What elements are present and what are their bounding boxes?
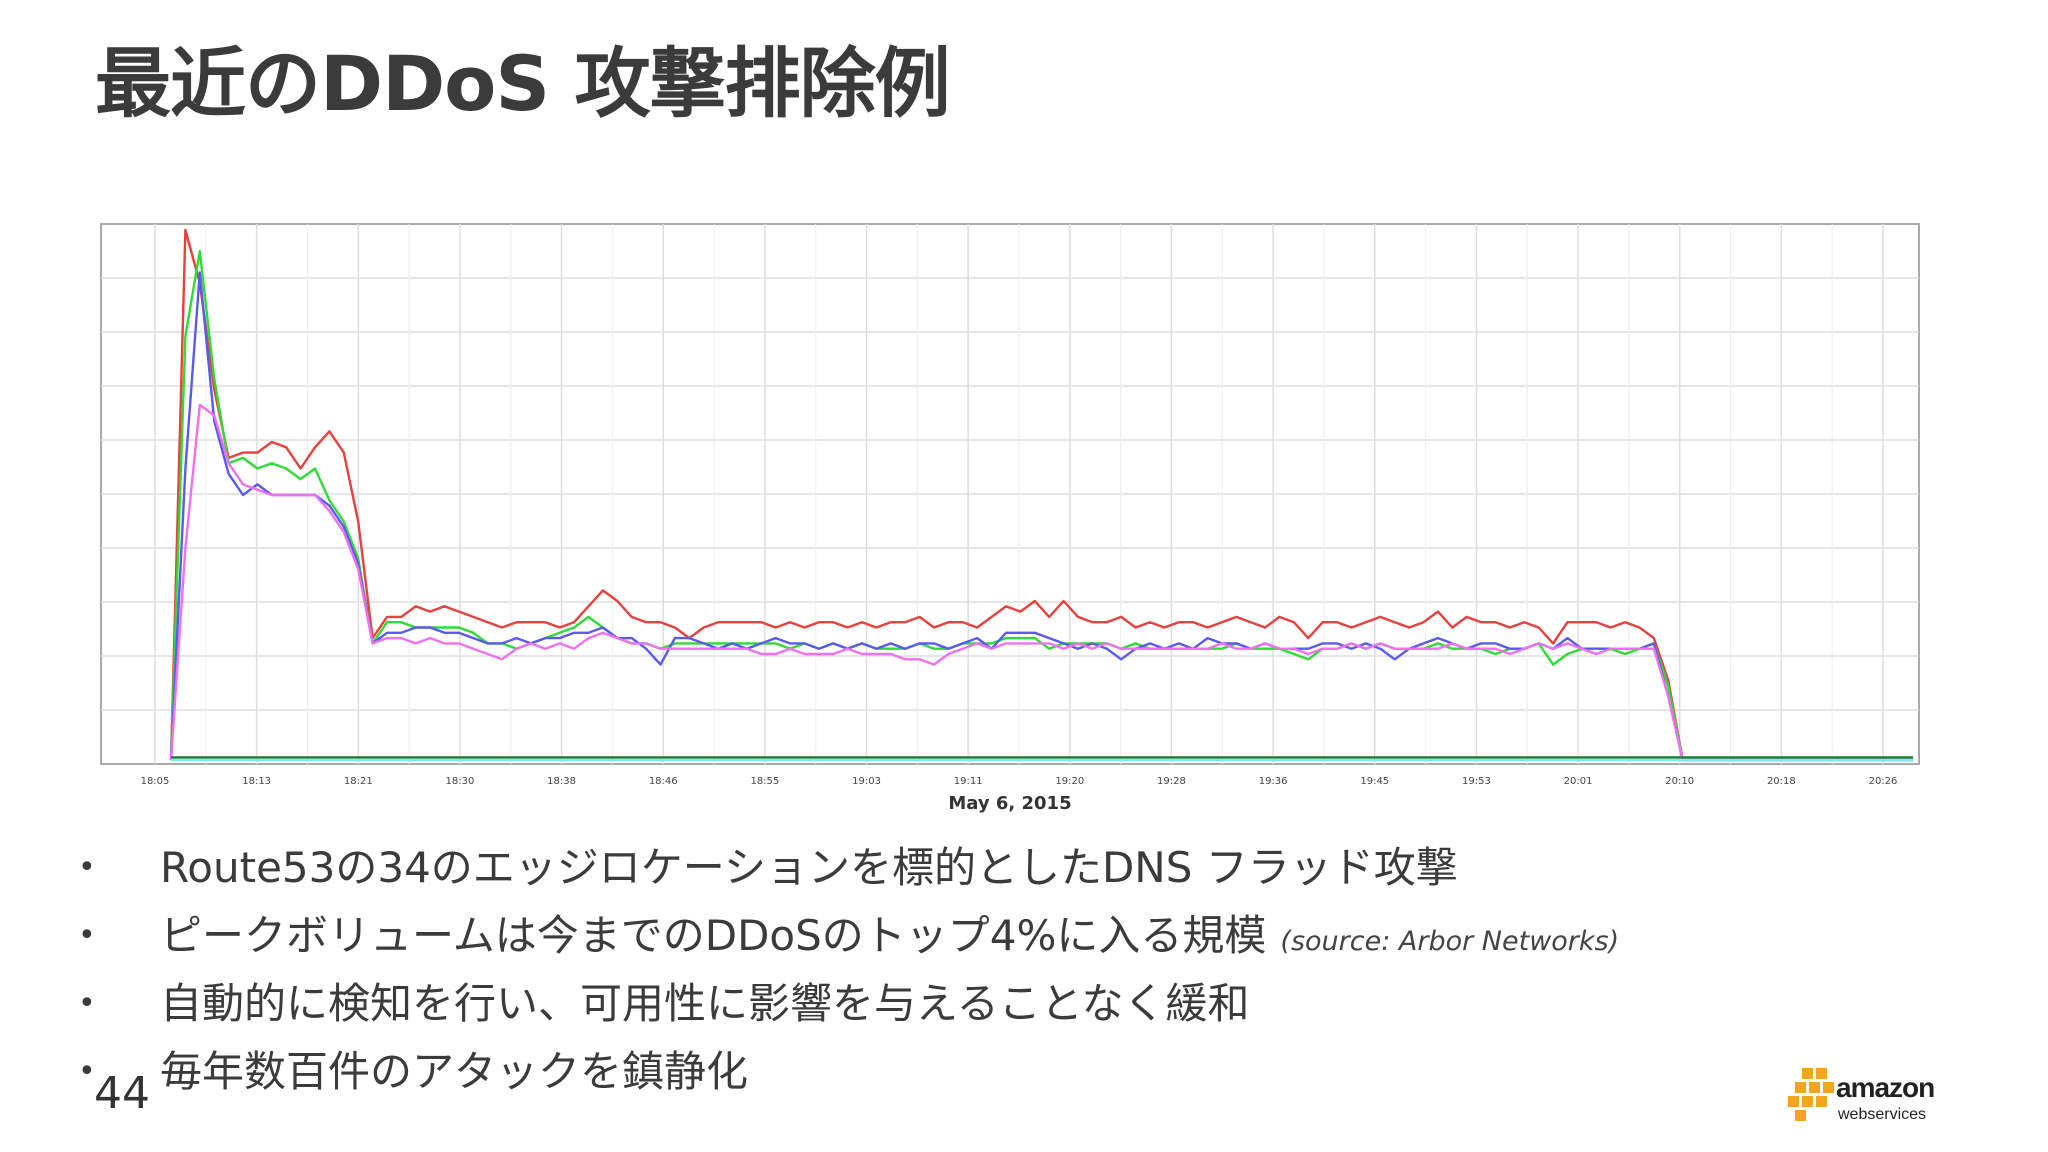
x-tick-label: 20:26 xyxy=(1869,776,1898,787)
bullet-marker: • xyxy=(78,986,96,1021)
x-tick-label: 19:11 xyxy=(954,776,983,787)
bullet-main-text: 自動的に検知を行い、可用性に影響を与えることなく緩和 xyxy=(160,979,1250,1028)
bullet-item: • ピークボリュームは今までのDDoSのトップ4%に入る規模 (source: A… xyxy=(78,906,1878,974)
x-tick-label: 18:13 xyxy=(242,776,271,787)
bullet-marker: • xyxy=(78,1054,96,1089)
bullet-text: 毎年数百件のアタックを鎮静化 xyxy=(160,1042,748,1102)
x-tick-label: 19:28 xyxy=(1157,776,1186,787)
x-tick-label: 19:53 xyxy=(1462,776,1491,787)
series-line xyxy=(169,228,1913,762)
bullet-main-text: 毎年数百件のアタックを鎮静化 xyxy=(160,1047,749,1096)
bullet-text: Route53の34のエッジロケーションを標的としたDNS フラッド攻撃 xyxy=(160,838,1458,898)
x-tick-label: 19:36 xyxy=(1259,776,1288,787)
x-tick-label: 18:21 xyxy=(344,776,373,787)
bullet-text: 自動的に検知を行い、可用性に影響を与えることなく緩和 xyxy=(160,974,1249,1034)
series-line xyxy=(169,403,1913,762)
bullet-source-note: (source: Arbor Networks) xyxy=(1280,926,1620,957)
aws-logo-sub: webservices xyxy=(1838,1106,1927,1123)
aws-cubes-icon xyxy=(1788,1068,1834,1121)
chart-x-axis-label: May 6, 2015 xyxy=(948,793,1072,814)
x-tick-label: 19:45 xyxy=(1360,776,1389,787)
bullet-item: • 自動的に検知を行い、可用性に影響を与えることなく緩和 xyxy=(78,974,1878,1042)
x-tick-label: 20:18 xyxy=(1767,776,1796,787)
slide-title: 最近のDDoS 攻撃排除例 xyxy=(95,39,951,128)
page-number: 44 xyxy=(94,1068,150,1119)
ddos-traffic-chart: 18:05 18:13 18:21 18:30 18:38 18:46 18:55 19:03… xyxy=(95,218,1925,818)
chart-svg: 18:05 18:13 18:21 18:30 18:38 18:46 18:55 19:03… xyxy=(100,223,1920,787)
x-tick-label: 18:55 xyxy=(750,776,779,787)
aws-logo-word: amazon xyxy=(1836,1072,1935,1103)
bullet-list: • Route53の34のエッジロケーションを標的としたDNS フラッド攻撃 •… xyxy=(78,838,1878,1110)
bullet-main-text: ピークボリュームは今までのDDoSのトップ4%に入る規模 xyxy=(160,911,1267,960)
bullet-item: • 毎年数百件のアタックを鎮静化 xyxy=(78,1042,1878,1110)
x-tick-label: 18:46 xyxy=(649,776,678,787)
x-tick-label: 18:38 xyxy=(547,776,576,787)
x-tick-label: 18:30 xyxy=(446,776,475,787)
x-tick-label: 20:01 xyxy=(1564,776,1593,787)
bullet-marker: • xyxy=(78,850,96,885)
bullet-text: ピークボリュームは今までのDDoSのトップ4%に入る規模 (source: Arb… xyxy=(160,906,1619,972)
x-tick-label: 19:20 xyxy=(1055,776,1084,787)
x-tick-label: 20:10 xyxy=(1665,776,1694,787)
bullet-main-text: Route53の34のエッジロケーションを標的としたDNS フラッド攻撃 xyxy=(160,843,1458,892)
x-tick-label: 18:05 xyxy=(141,776,170,787)
bullet-marker: • xyxy=(78,918,96,953)
aws-logo: amazon webservices xyxy=(1786,1068,1956,1132)
bullet-item: • Route53の34のエッジロケーションを標的としたDNS フラッド攻撃 xyxy=(78,838,1878,906)
x-tick-label: 19:03 xyxy=(852,776,881,787)
